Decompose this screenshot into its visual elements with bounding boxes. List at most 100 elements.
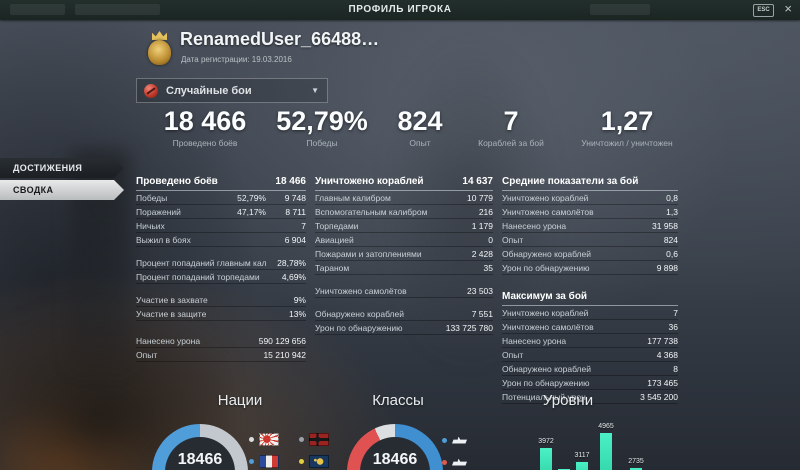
stat-row: Авиацией 0 [315, 233, 493, 247]
battle-type-selected: Случайные бои [166, 84, 252, 97]
stat-row-label: Участие в защите [136, 308, 207, 319]
stat-row-value: 590 129 656 [258, 335, 306, 346]
esc-key-badge[interactable]: ESC [753, 4, 774, 17]
sidebar-tab-summary[interactable]: СВОДКА [0, 180, 124, 200]
crown-icon [152, 31, 167, 40]
sidebar-tab-achievements[interactable]: ДОСТИЖЕНИЯ [0, 158, 124, 178]
level-bar [540, 448, 552, 470]
level-bar [630, 468, 642, 470]
summary-stat-value: 1,27 [600, 106, 654, 136]
stats-column-averages-max: Средние показатели за бой Уничтожено кора… [502, 173, 678, 404]
classes-chart-title: Классы [372, 392, 424, 409]
stat-row-label: Нанесено урона [502, 335, 567, 346]
stat-section-header: Уничтожено кораблей 14 637 [315, 173, 493, 191]
stat-row-label: Уничтожено кораблей [502, 192, 589, 203]
stat-row-label: Уничтожено самолётов [502, 321, 594, 332]
legend-dot [249, 458, 254, 464]
stat-row: Процент попаданий торпедами 4,69% [136, 270, 306, 284]
stat-row-value: 35 [483, 262, 493, 273]
summary-stat: 1,27 Уничтожил / уничтожен [581, 106, 672, 148]
stat-group: Максимум за бой Уничтожено кораблей 7 Уничт… [502, 288, 678, 404]
legend-dot [249, 436, 254, 442]
stat-row-value: 8 711 [285, 206, 306, 217]
summary-stat: 7 Кораблей за бой [478, 106, 544, 148]
stat-row: Тараном 35 [315, 261, 493, 275]
stat-row: Поражений 47,17% 8 711 [136, 205, 306, 219]
stat-row-label: Урон по обнаружению [502, 262, 590, 273]
stat-row: Нанесено урона 177 738 [502, 334, 678, 348]
stat-row-label: Уничтожено самолётов [315, 285, 407, 296]
stat-row-value: 1,3 [666, 206, 678, 217]
ship-class-icon [452, 436, 467, 444]
stat-section-value: 14 637 [462, 176, 493, 187]
stat-row: Вспомогательным калибром 216 [315, 205, 493, 219]
stat-row-label: Тараном [315, 262, 350, 273]
stat-row-value: 9% [293, 294, 306, 305]
stat-group: Проведено боёв 18 466 Победы 52,79% 9 748 Пор… [136, 173, 306, 247]
level-bar-value: 3972 [538, 438, 554, 445]
stat-group: Процент попаданий главным калибром 28,78%… [136, 256, 306, 284]
stat-row: Участие в захвате 9% [136, 293, 306, 307]
summary-stat: 18 466 Проведено боёв [164, 106, 247, 148]
stat-row-percent: 52,79% [237, 192, 266, 203]
level-bar-value: 4965 [598, 423, 614, 430]
stat-row: Нанесено урона 590 129 656 [136, 334, 306, 348]
stat-row-label: Обнаружено кораблей [502, 363, 591, 374]
stat-row-value: 216 [478, 206, 493, 217]
summary-stat-label: Опыт [409, 138, 431, 148]
close-icon[interactable]: × [784, 1, 792, 16]
legend-dot [442, 437, 447, 443]
stat-row: Потенциальный урон 3 545 200 [502, 390, 678, 404]
stat-section-title: Максимум за бой [502, 291, 588, 302]
stat-section-title: Проведено боёв [136, 176, 218, 187]
summary-stat-value: 824 [397, 106, 443, 136]
battle-type-dropdown[interactable]: Случайные бои ▼ [136, 78, 328, 103]
stat-row-value: 3 545 200 [640, 391, 678, 402]
stat-row-value: 28,78% [277, 257, 306, 268]
flag-japan-icon [259, 432, 279, 446]
nation-legend-item [299, 450, 343, 470]
summary-stat-label: Кораблей за бой [478, 138, 544, 148]
stat-row-label: Пожарами и затоплениями [315, 248, 422, 259]
stat-row-label: Опыт [136, 349, 158, 360]
stat-row-value: 1 179 [471, 220, 493, 231]
stat-row: Торпедами 1 179 [315, 219, 493, 233]
flag-germany-icon [309, 432, 329, 446]
stat-row-value: 7 551 [471, 308, 493, 319]
level-bar-value: 3117 [574, 452, 590, 459]
background-lobby-control [75, 4, 160, 15]
stat-row-label: Главным калибром [315, 192, 391, 203]
stat-row-label: Уничтожено кораблей [502, 307, 589, 318]
stat-row-label: Урон по обнаружению [502, 377, 590, 388]
stat-row-value: 36 [668, 321, 678, 332]
summary-stat: 52,79% Победы [276, 106, 368, 148]
ship-class-icon [452, 458, 467, 466]
stat-row-label: Авиацией [315, 234, 354, 245]
stat-row: Уничтожено самолётов 1,3 [502, 205, 678, 219]
stat-group: Уничтожено кораблей 14 637 Главным калибро… [315, 173, 493, 275]
summary-stat-value: 18 466 [163, 106, 247, 136]
stat-row: Пожарами и затоплениями 2 428 [315, 247, 493, 261]
stat-row-value: 8 [673, 363, 678, 374]
background-lobby-control [590, 4, 650, 15]
stat-row: Опыт 15 210 942 [136, 348, 306, 362]
stat-section-title: Средние показатели за бой [502, 176, 639, 187]
stat-row-value: 177 738 [647, 335, 678, 346]
top-bar: ПРОФИЛЬ ИГРОКА ESC × [0, 0, 800, 20]
stat-row-value: 13% [288, 308, 306, 319]
stat-section-header: Средние показатели за бой [502, 173, 678, 191]
stat-row-label: Вспомогательным калибром [315, 206, 428, 217]
stat-row: Обнаружено кораблей 0,6 [502, 247, 678, 261]
stat-section-title: Уничтожено кораблей [315, 176, 424, 187]
stat-row-label: Обнаружено кораблей [315, 308, 404, 319]
summary-stat: 824 Опыт [397, 106, 442, 148]
stat-row-value: 4 368 [656, 349, 678, 360]
player-name: RenamedUser_66488… [180, 29, 380, 49]
stat-section-value: 18 466 [275, 176, 306, 187]
stat-group: Участие в захвате 9% Участие в защите 13% [136, 293, 306, 321]
stat-row-label: Выжил в боях [136, 234, 191, 245]
stat-row-value: 133 725 780 [445, 322, 493, 333]
stat-row: Выжил в боях 6 904 [136, 233, 306, 247]
stat-row-label: Нанесено урона [136, 335, 201, 346]
